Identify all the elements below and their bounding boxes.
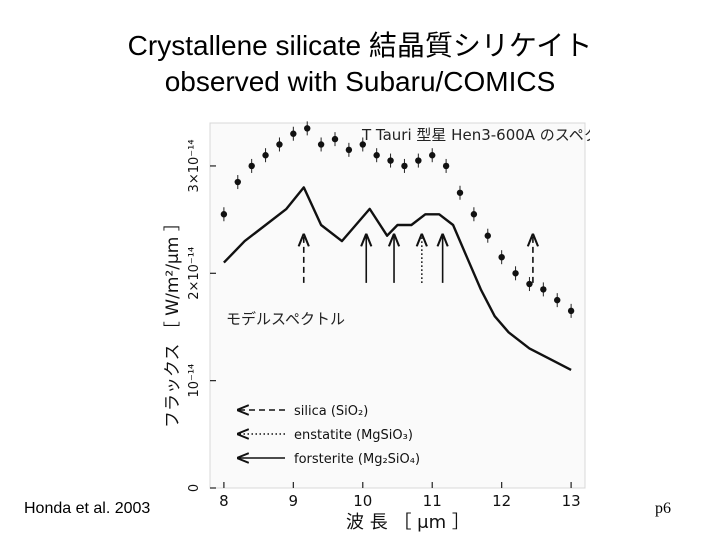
y-tick-label: 2×10⁻¹⁴ [187,247,202,300]
page-number: p6 [655,500,671,517]
legend-label: forsterite (Mg₂SiO₄) [294,452,420,467]
observed-data-point [331,135,339,143]
observed-data-point [276,141,283,148]
observed-data-point [345,146,353,154]
observed-data-point [234,178,241,186]
observed-data-point [387,157,394,164]
y-tick-label: 0 [187,484,202,492]
x-tick-label: 12 [492,492,511,510]
observed-data-point [317,141,325,148]
x-tick-label: 8 [219,492,229,510]
y-axis-label: フラックス ［ W/m²/μm ］ [163,214,183,428]
observed-data-point [262,152,269,159]
slide-title-line1: Crystallene silicate 結晶質シリケイト [127,30,593,61]
observed-data-point [484,232,491,239]
legend-label: silica (SiO₂) [294,404,368,419]
plot-area [209,122,586,489]
model-spectrum-line [223,186,572,371]
observed-data-point [220,211,228,218]
x-tick-label: 13 [562,492,581,510]
observed-data-point [373,152,380,159]
spectrum-chart: 8 9 10 11 12 13 0 10⁻¹⁴ 2×10⁻¹⁴ 3×10⁻¹⁴ silica (S… [163,121,590,533]
observed-data-point [512,270,519,277]
observed-data-point [290,130,297,137]
observed-data-point [248,162,255,170]
x-tick-label: 10 [353,492,372,510]
observed-data-point [304,125,311,132]
slide-title-line2: observed with Subaru/COMICS [164,66,556,97]
observed-data-point [415,157,422,164]
x-tick-label: 11 [423,492,442,510]
citation: Honda et al. 2003 [24,500,151,517]
observed-data-point [498,253,505,261]
observed-data-point [429,152,436,159]
annotation-observed-spectrum: T Tauri 型星 Hen3-600A のスペクトル [361,126,590,144]
observed-data-point [567,307,575,315]
y-tick-label: 10⁻¹⁴ [187,364,202,398]
x-tick-label: 9 [289,492,299,510]
y-tick-label: 3×10⁻¹⁴ [187,139,202,192]
observed-data-point [526,280,533,288]
observed-data-point [554,296,561,304]
observed-data-point [540,286,547,293]
annotation-model-spectrum: モデルスペクトル [226,310,345,328]
x-axis-label: 波 長 ［ μm ］ [346,512,470,533]
observed-data-point [401,162,408,170]
observed-data-point [359,141,366,148]
observed-data-point [470,211,478,218]
observed-data-point [456,189,464,196]
observed-data-point [442,162,450,170]
legend-label: enstatite (MgSiO₃) [294,428,413,443]
